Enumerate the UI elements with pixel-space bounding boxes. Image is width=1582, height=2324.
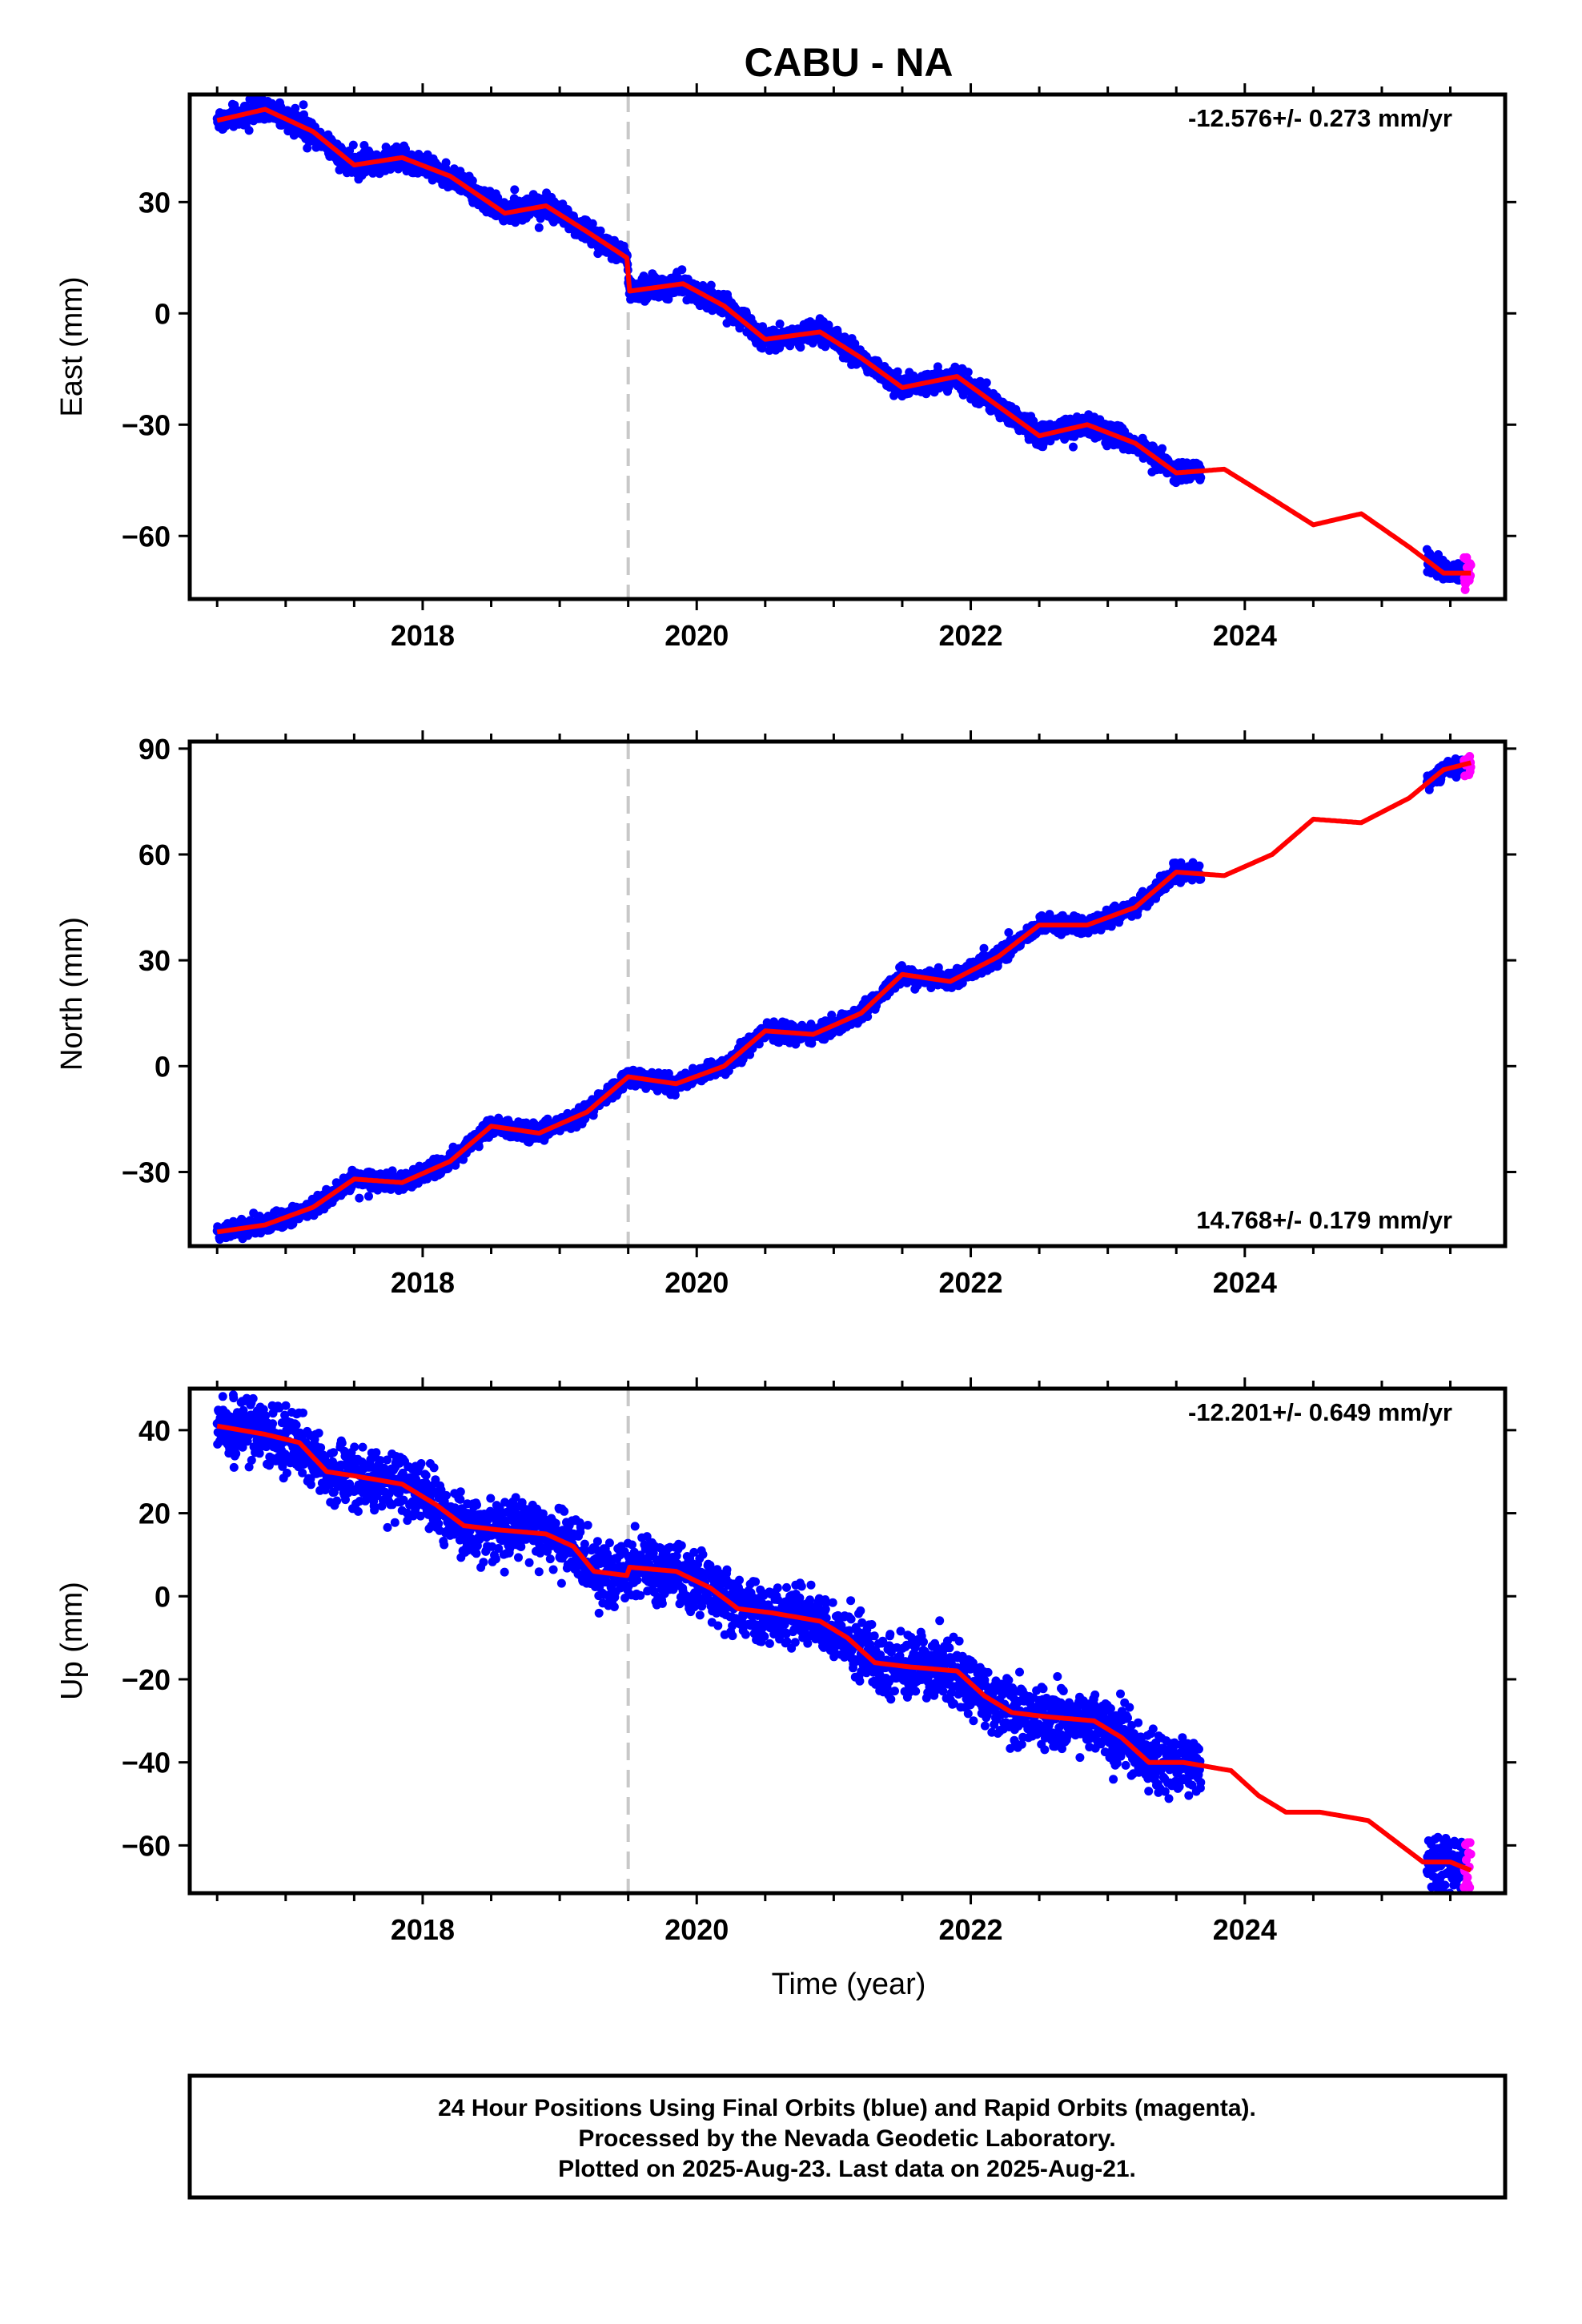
east-final-point xyxy=(588,219,597,228)
east-final-point xyxy=(1196,472,1206,482)
east-final-point xyxy=(510,185,520,195)
east-y-tick-label: −60 xyxy=(122,520,171,553)
east-x-tick-label: 2022 xyxy=(938,619,1002,652)
north-final-point xyxy=(979,943,989,953)
east-final-point xyxy=(1158,444,1167,453)
east-final-point xyxy=(441,158,451,167)
east-final-point xyxy=(299,100,308,110)
east-final-point xyxy=(706,280,716,290)
east-y-axis-title: East (mm) xyxy=(55,276,89,416)
east-final-point xyxy=(982,378,991,388)
east-x-tick-label: 2024 xyxy=(1213,619,1277,652)
east-final-point xyxy=(1069,442,1078,452)
east-final-point xyxy=(244,126,254,135)
north-plot-area xyxy=(212,742,1476,1246)
east-final-point xyxy=(758,322,767,332)
east-final-point xyxy=(850,339,860,348)
north-final-point xyxy=(355,1193,364,1203)
east-final-point xyxy=(534,223,544,232)
east-final-point xyxy=(796,343,805,352)
east-final-point xyxy=(596,226,605,235)
east-plot-area xyxy=(212,94,1476,599)
east-final-point xyxy=(775,320,785,328)
east-final-point xyxy=(291,103,300,113)
east-x-tick-label: 2018 xyxy=(391,619,455,652)
north-final-point xyxy=(364,1192,373,1201)
chart-title: CABU - NA xyxy=(744,40,953,85)
east-rate-label: -12.576+/- 0.273 mm/yr xyxy=(1188,104,1452,132)
east-final-point xyxy=(963,368,973,377)
east-final-point xyxy=(893,367,902,376)
north-final-orbit-points xyxy=(212,754,1468,1244)
east-final-orbit-points xyxy=(212,94,1468,585)
north-final-point xyxy=(1004,928,1014,937)
east-model-line xyxy=(215,107,1472,576)
east-final-point xyxy=(348,140,358,150)
east-rapid-point xyxy=(1466,561,1476,570)
east-final-point xyxy=(493,193,503,203)
east-frame xyxy=(187,92,1508,601)
east-x-tick-label: 2020 xyxy=(665,619,729,652)
east-y-tick-label: 0 xyxy=(155,297,171,330)
east-final-point xyxy=(677,265,687,275)
north-final-point xyxy=(474,1142,484,1152)
east-y-tick-label: −30 xyxy=(122,408,171,441)
east-y-tick-label: 30 xyxy=(139,186,171,219)
east-panel: 2018 2020 2022 2024 30 0 −30 −60 East (mm) -12.57… xyxy=(55,83,1516,652)
